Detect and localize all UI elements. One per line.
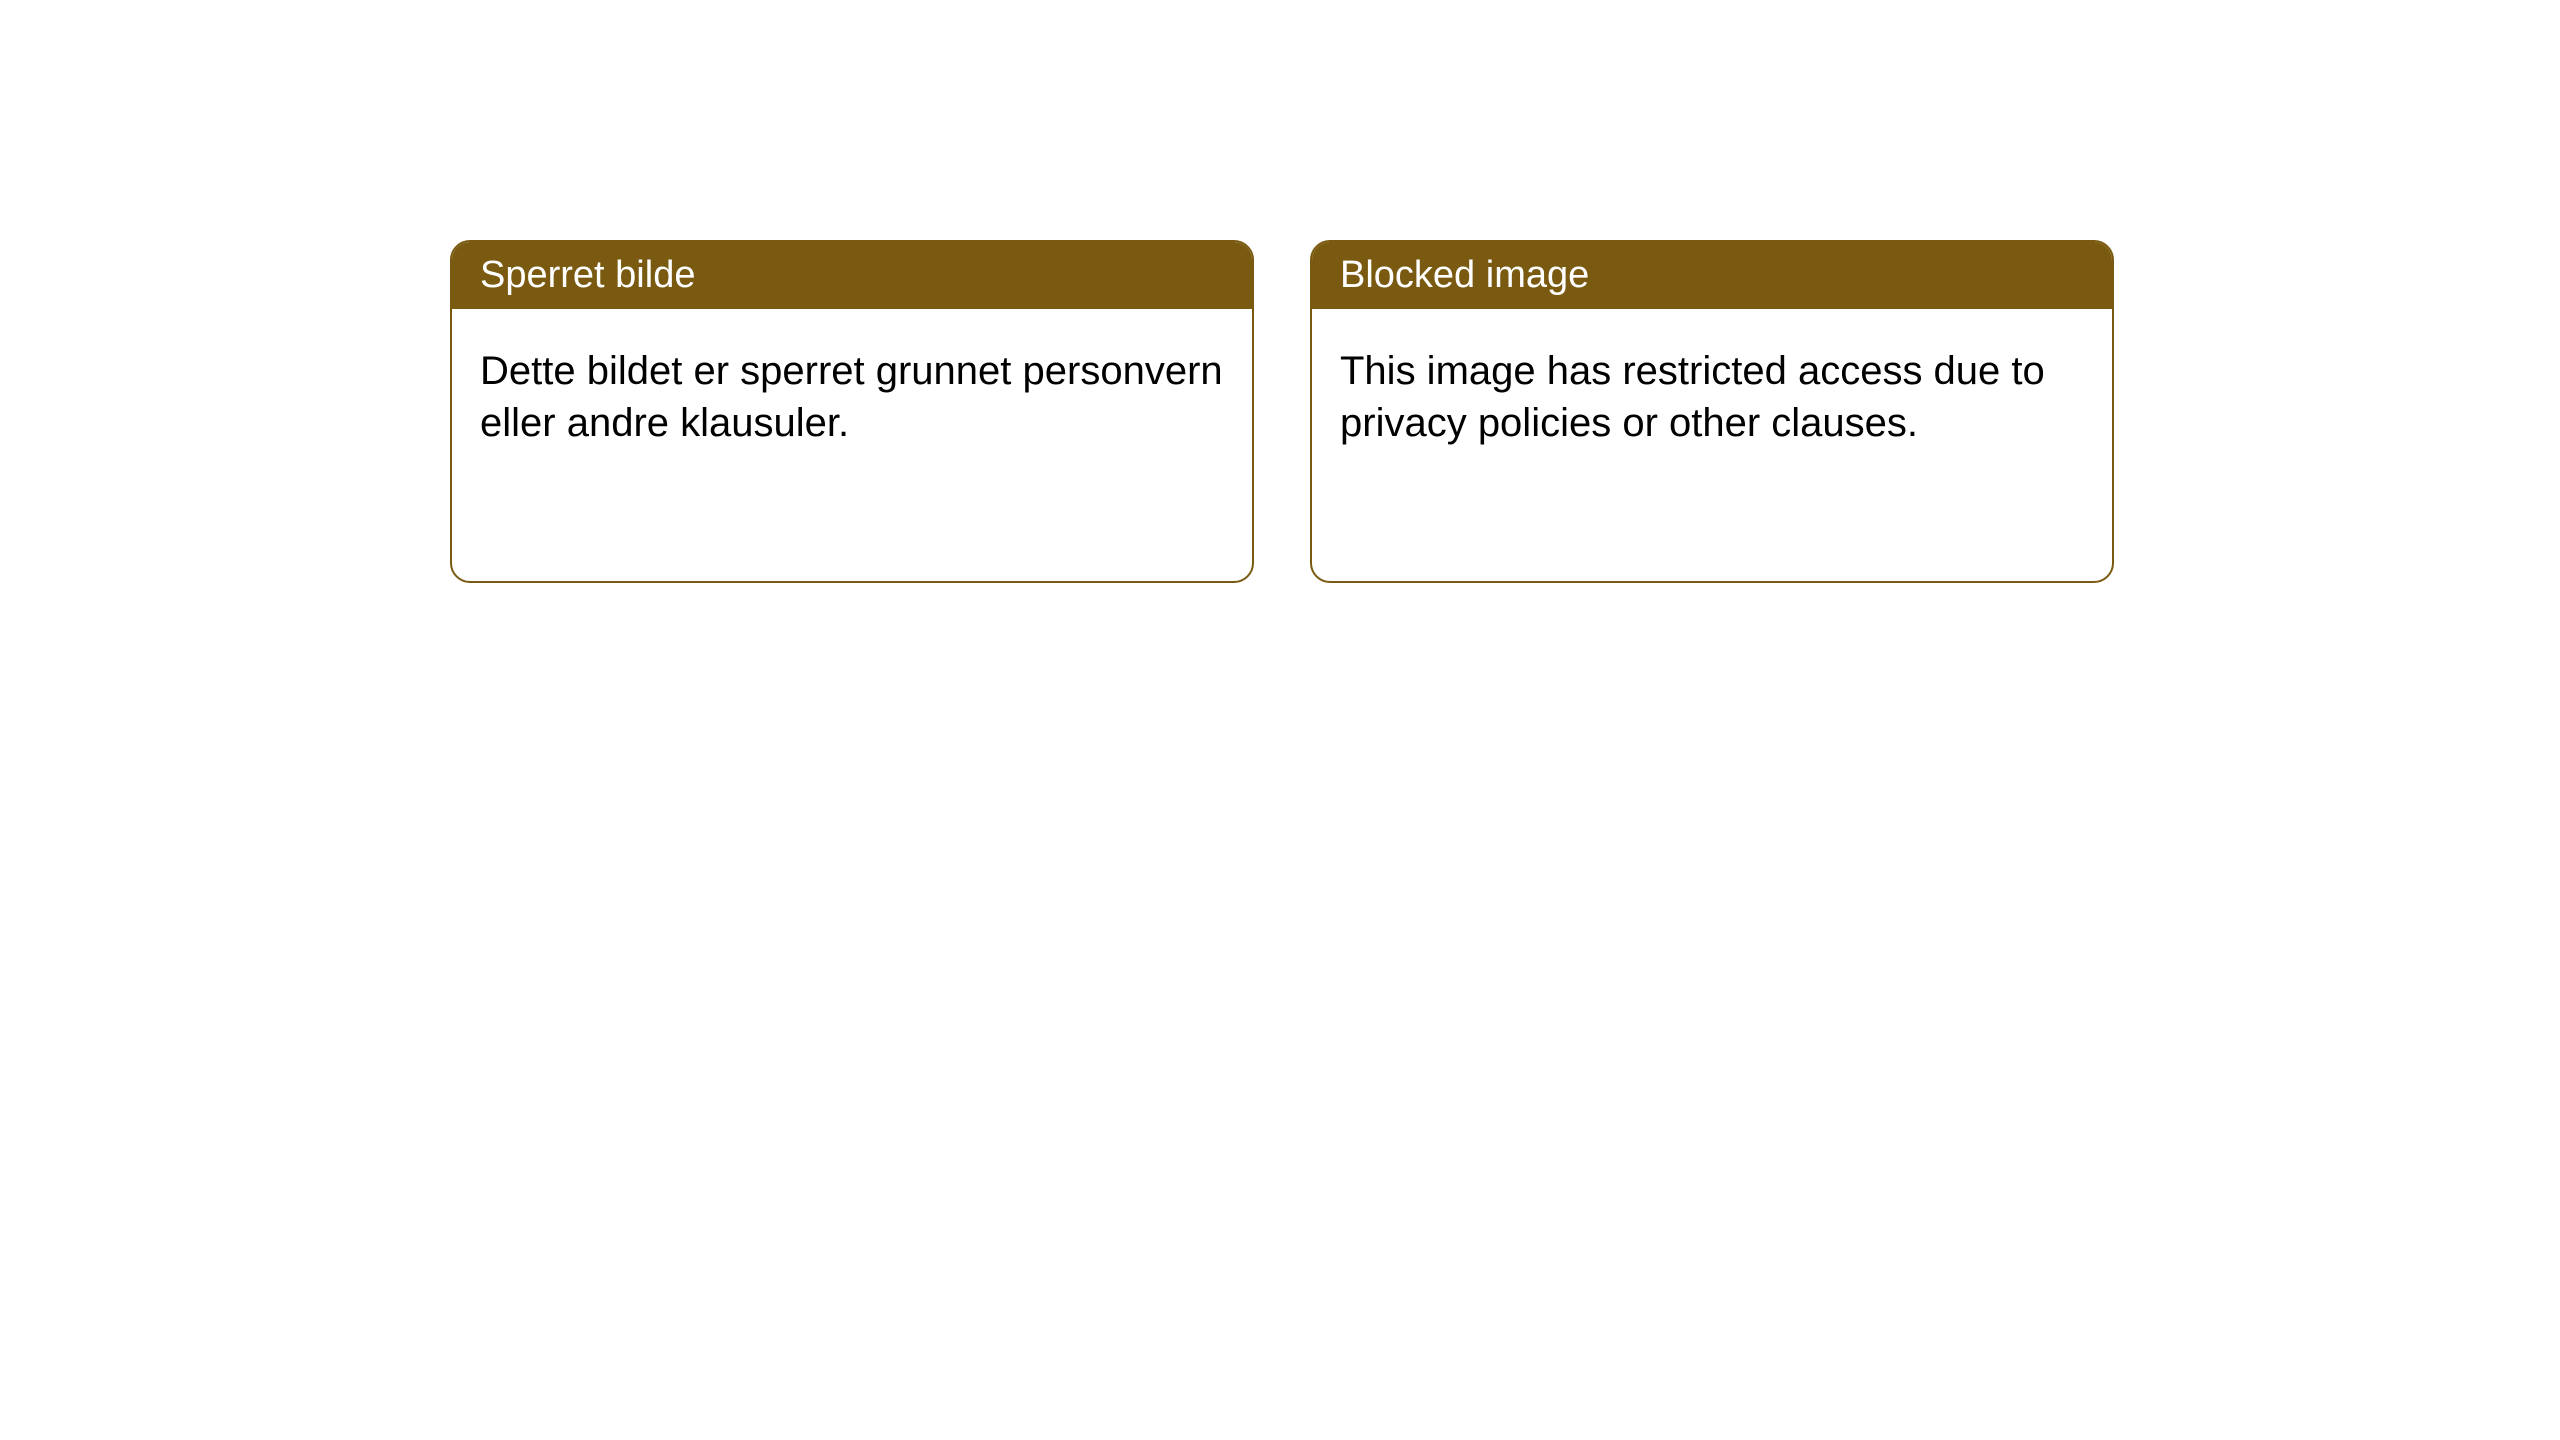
notice-cards-container: Sperret bilde Dette bildet er sperret gr… [450,240,2114,583]
notice-card-body: This image has restricted access due to … [1312,309,2112,581]
notice-card-header: Blocked image [1312,242,2112,309]
notice-card-norwegian: Sperret bilde Dette bildet er sperret gr… [450,240,1254,583]
notice-card-body: Dette bildet er sperret grunnet personve… [452,309,1252,581]
notice-card-header: Sperret bilde [452,242,1252,309]
notice-card-english: Blocked image This image has restricted … [1310,240,2114,583]
